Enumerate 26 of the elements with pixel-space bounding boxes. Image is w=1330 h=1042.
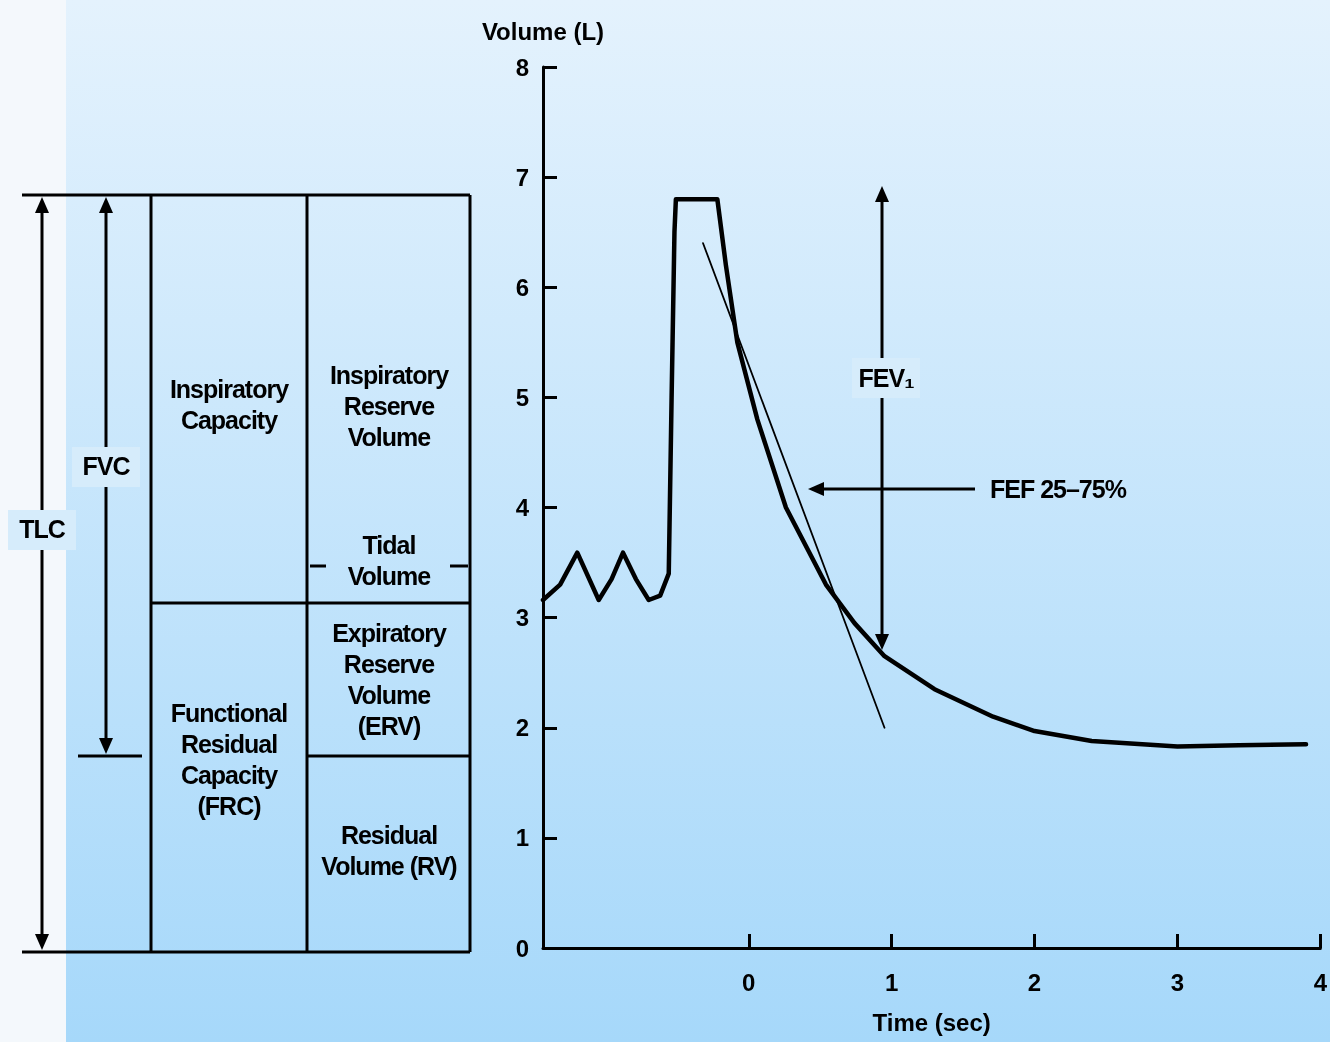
y-tick-label: 6 [515, 273, 529, 301]
text: Expiratory Reserve Volume (ERV) [332, 618, 447, 740]
text: Residual Volume (RV) [321, 820, 458, 880]
text: Inspiratory Capacity [169, 374, 290, 434]
y-tick-label: 0 [515, 934, 529, 962]
y-axis-title: Volume (L) [481, 17, 605, 45]
x-tick-label: 2 [1027, 968, 1042, 996]
annotation: FEV₁ [858, 364, 915, 392]
x-tick-label: 0 [742, 968, 756, 996]
annotation: FEF 25–75% [990, 475, 1127, 503]
y-tick-label: 1 [515, 824, 529, 852]
text: Inspiratory Reserve Volume [329, 361, 450, 451]
y-tick-label: 3 [515, 604, 529, 632]
y-tick-label: 2 [515, 714, 529, 742]
text: Functional Residual Capacity (FRC) [170, 698, 288, 820]
x-tick-label: 3 [1170, 968, 1185, 996]
x-tick-label: 1 [884, 968, 899, 996]
text: Tidal Volume [347, 530, 432, 590]
x-tick-label: 4 [1313, 968, 1328, 996]
x-axis-title: Time (sec) [872, 1008, 991, 1036]
y-tick-label: 7 [515, 163, 529, 191]
text: TLC [19, 515, 66, 543]
y-tick-label: 4 [515, 494, 530, 521]
y-tick-label: 8 [515, 53, 529, 81]
text: FVC [82, 452, 131, 480]
y-tick-label: 5 [515, 383, 529, 411]
